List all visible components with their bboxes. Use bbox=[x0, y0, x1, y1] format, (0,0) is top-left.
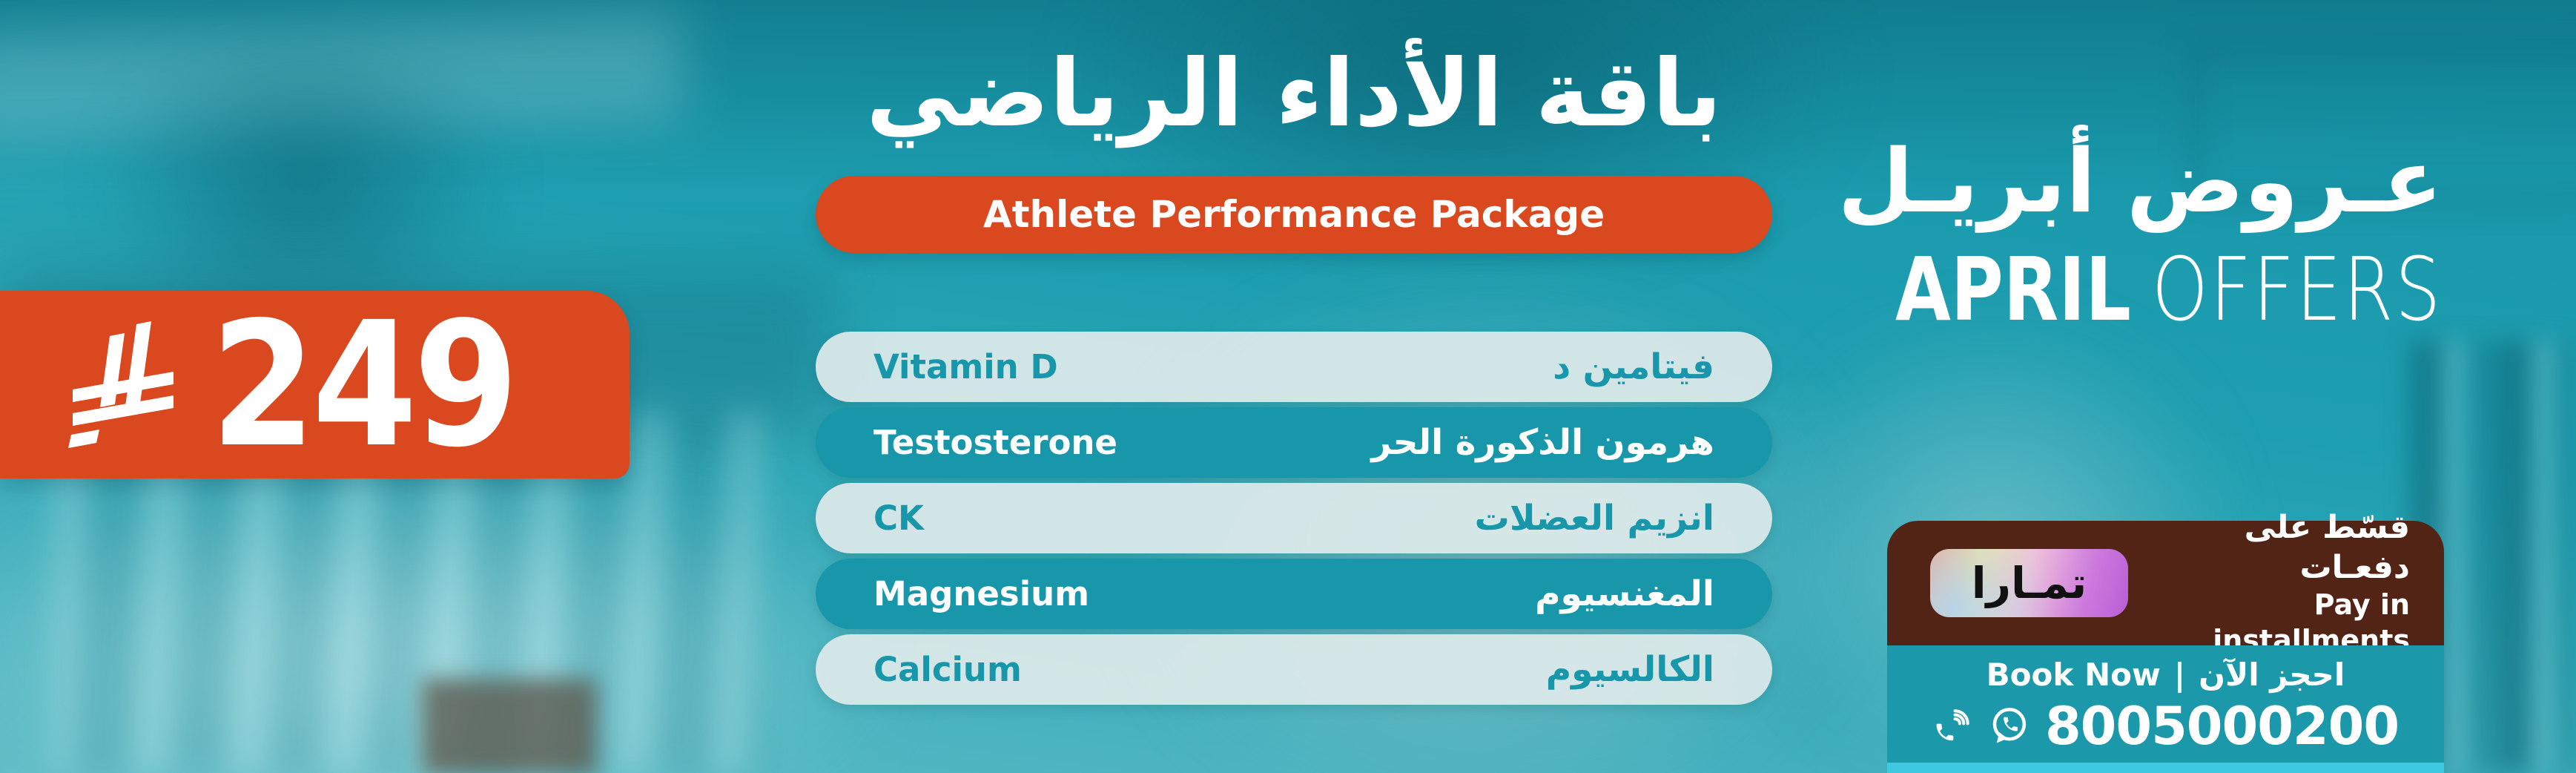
book-now-label-en: Book Now bbox=[1986, 656, 2161, 693]
page-title: باقة الأداء الرياضي bbox=[865, 40, 1723, 148]
package-name-label: Athlete Performance Package bbox=[982, 193, 1605, 236]
test-name-en: CK bbox=[873, 499, 924, 538]
test-name-en: Magnesium bbox=[873, 574, 1090, 614]
book-now-label-ar: احجز الآن bbox=[2199, 656, 2345, 693]
installments-tagline-ar: قسّط على دفعـات bbox=[2244, 508, 2410, 586]
whatsapp-icon bbox=[1992, 707, 2027, 743]
test-row-testosterone: Testosterone هرمون الذكورة الحر bbox=[816, 407, 1772, 478]
background-ceiling-beam bbox=[0, 9, 684, 147]
test-name-en: Vitamin D bbox=[873, 347, 1058, 386]
phone-row[interactable]: 8005000200 bbox=[1932, 695, 2400, 757]
test-row-magnesium: Magnesium المغنسيوم bbox=[816, 559, 1772, 629]
installments-section: تمـارا قسّط على دفعـات Pay in installmen… bbox=[1887, 509, 2444, 657]
test-name-en: Calcium bbox=[873, 650, 1022, 689]
phone-number: 8005000200 bbox=[2044, 695, 2400, 757]
package-name-button[interactable]: Athlete Performance Package bbox=[816, 176, 1772, 253]
april-offers-en-bold: APRIL bbox=[1895, 238, 2132, 341]
test-name-en: Testosterone bbox=[873, 423, 1117, 462]
test-row-ck: CK انزيم العضلات bbox=[816, 483, 1772, 553]
saudi-riyal-icon bbox=[68, 320, 174, 448]
april-offers-en-light: OFFERS bbox=[2151, 238, 2443, 341]
test-row-calcium: Calcium الكالسيوم bbox=[816, 634, 1772, 705]
background-light-area bbox=[0, 453, 905, 773]
installments-taglines: قسّط على دفعـات Pay in installments bbox=[2128, 508, 2410, 659]
test-name-ar: هرمون الذكورة الحر bbox=[1371, 422, 1714, 463]
test-name-ar: انزيم العضلات bbox=[1474, 498, 1714, 539]
book-now-line[interactable]: Book Now | احجز الآن bbox=[1987, 657, 2345, 693]
test-row-vitamin-d: Vitamin D فيتامين د bbox=[816, 332, 1772, 402]
booking-card: تمـارا قسّط على دفعـات Pay in installmen… bbox=[1887, 509, 2444, 773]
test-name-ar: فيتامين د bbox=[1553, 346, 1714, 387]
book-now-section: Book Now | احجز الآن bbox=[1887, 645, 2444, 763]
background-pillar bbox=[423, 679, 597, 773]
april-offers-english: APRIL OFFERS bbox=[1895, 246, 2443, 333]
tamara-logo[interactable]: تمـارا bbox=[1930, 549, 2129, 617]
april-offers-arabic: عـروض أبريـل bbox=[1837, 130, 2443, 232]
price-amount: 249 bbox=[211, 284, 519, 485]
april-offers-headline: عـروض أبريـل APRIL OFFERS bbox=[1775, 125, 2443, 333]
price-badge: 249 bbox=[0, 291, 630, 478]
phone-waves-icon bbox=[1936, 708, 1969, 740]
book-now-divider: | bbox=[2173, 656, 2186, 693]
card-bottom-strip bbox=[1887, 763, 2444, 773]
test-list: Vitamin D فيتامين د Testosterone هرمون ا… bbox=[816, 332, 1772, 710]
test-name-ar: الكالسيوم bbox=[1545, 649, 1714, 690]
tamara-brand-label: تمـارا bbox=[1971, 558, 2087, 608]
test-name-ar: المغنسيوم bbox=[1535, 573, 1714, 614]
